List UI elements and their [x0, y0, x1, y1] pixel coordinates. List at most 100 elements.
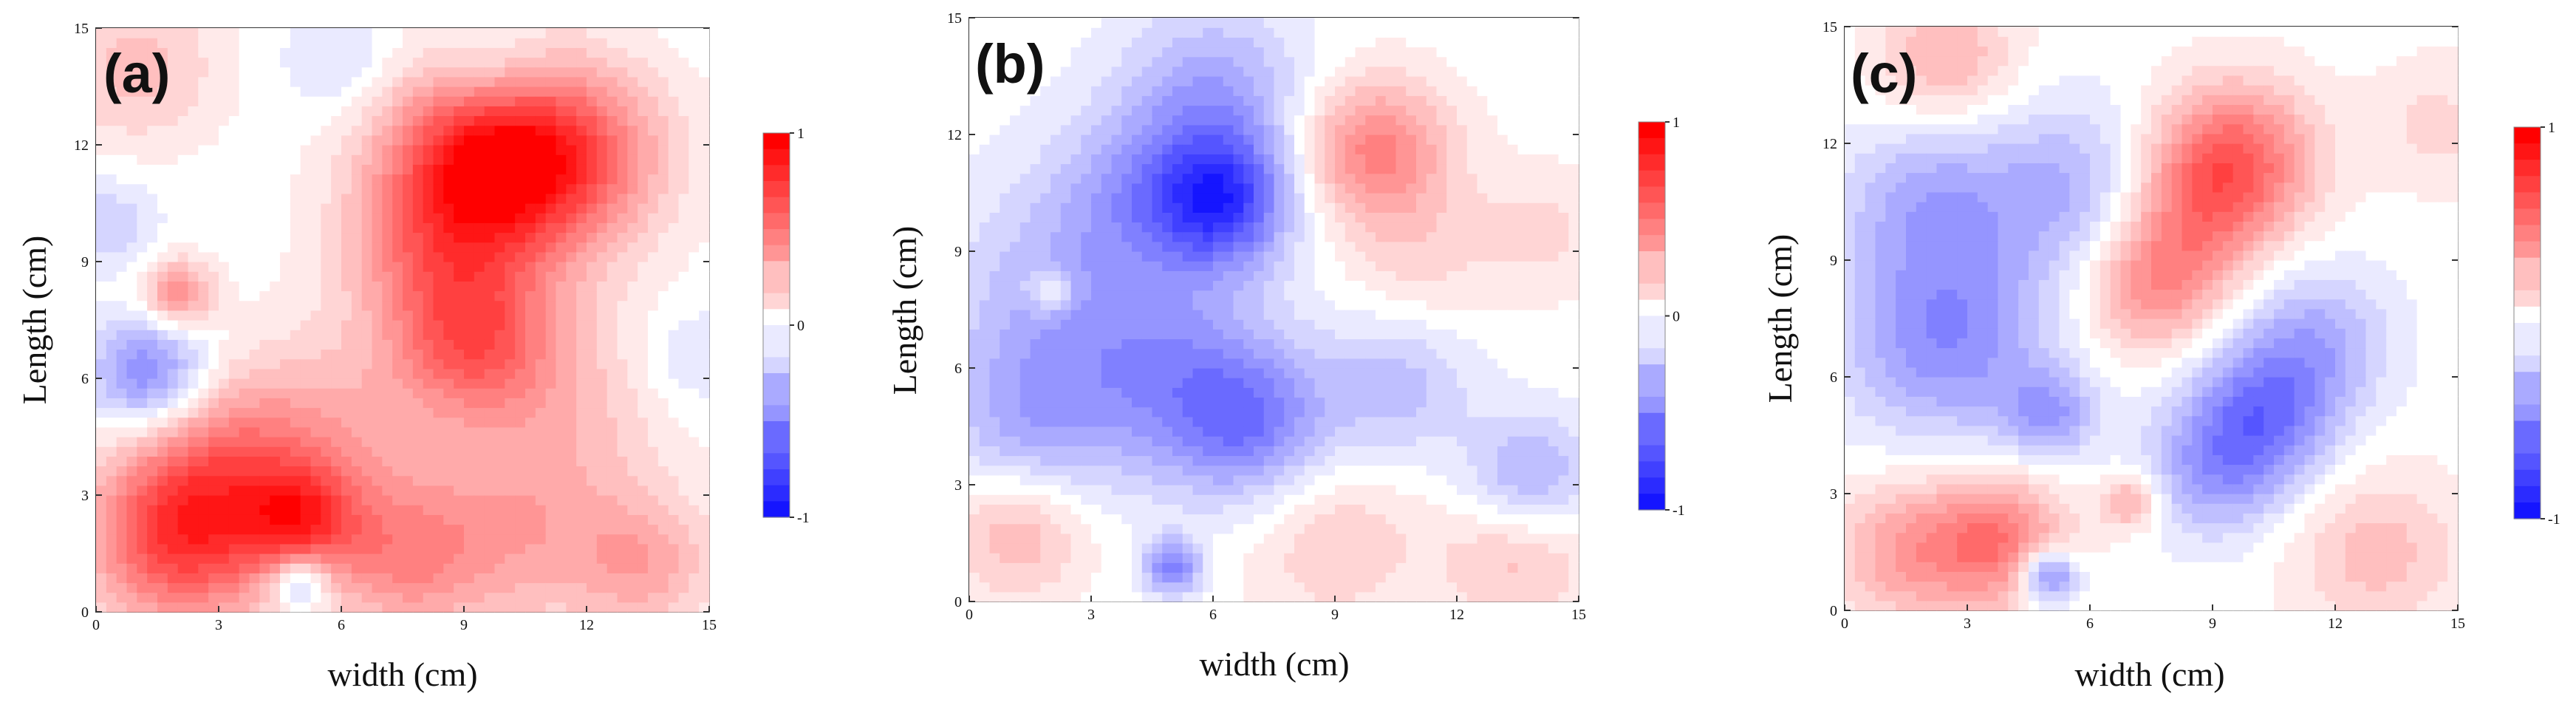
heatmap-cell [618, 194, 628, 204]
heatmap-cell [1091, 378, 1101, 388]
colorbar-band [763, 293, 790, 310]
heatmap-cell [1061, 67, 1071, 77]
heatmap-cell [454, 86, 464, 97]
heatmap-cell [96, 252, 106, 262]
heatmap-cell [208, 378, 219, 389]
heatmap-cell [382, 106, 392, 116]
heatmap-cell [1071, 349, 1082, 359]
heatmap-cell [515, 514, 525, 525]
heatmap-cell [117, 271, 127, 282]
heatmap-cell [669, 310, 679, 321]
heatmap-cell [679, 213, 689, 223]
heatmap-cell [1101, 37, 1112, 47]
heatmap-cell [1031, 349, 1041, 359]
heatmap-cell [1091, 193, 1101, 203]
heatmap-cell [1081, 582, 1091, 593]
heatmap-cell [178, 359, 188, 369]
heatmap-cell [106, 126, 117, 136]
heatmap-cell [1031, 417, 1041, 427]
heatmap-cell [290, 398, 301, 408]
heatmap-cell [566, 271, 576, 282]
heatmap-cell [290, 456, 301, 466]
heatmap-cell [699, 544, 709, 554]
heatmap-cell [382, 310, 392, 321]
heatmap-cell [362, 252, 372, 262]
heatmap-cell [495, 485, 505, 496]
heatmap-cell [157, 418, 168, 428]
heatmap-cell [990, 232, 1000, 242]
heatmap-cell [454, 534, 464, 545]
heatmap-cell [229, 456, 239, 466]
heatmap-cell [1091, 183, 1101, 194]
heatmap-cell [434, 485, 444, 496]
heatmap-cell [157, 583, 168, 593]
heatmap-cell [1031, 251, 1041, 262]
heatmap-cell [198, 593, 208, 603]
heatmap-cell [566, 135, 576, 146]
heatmap-cell [106, 242, 117, 253]
heatmap-cell [969, 592, 980, 602]
heatmap-cell [147, 233, 157, 243]
heatmap-cell [413, 553, 423, 564]
heatmap-cell [434, 28, 444, 38]
heatmap-cell [106, 271, 117, 282]
heatmap-cell [392, 164, 403, 174]
heatmap-cell [208, 339, 219, 350]
heatmap-cell [311, 174, 321, 185]
heatmap-cell [352, 154, 362, 165]
colorbar-band [763, 453, 790, 469]
heatmap-cell [106, 563, 117, 573]
heatmap-cell [485, 96, 495, 106]
heatmap-cell [1132, 212, 1142, 222]
heatmap-cell [1112, 446, 1122, 456]
heatmap-cell [990, 446, 1000, 456]
heatmap-cell [137, 525, 147, 535]
heatmap-cell [969, 524, 980, 534]
heatmap-cell [1040, 534, 1050, 544]
heatmap-cell [1183, 339, 1193, 350]
heatmap-cell [566, 38, 576, 48]
heatmap-cell [280, 583, 290, 593]
heatmap-cell [239, 437, 250, 447]
heatmap-cell [423, 408, 434, 418]
heatmap-cell [372, 514, 383, 525]
heatmap-cell [301, 310, 311, 321]
heatmap-cell [341, 563, 352, 573]
heatmap-cell [290, 583, 301, 593]
heatmap-cell [618, 213, 628, 223]
heatmap-cell [638, 145, 648, 155]
heatmap-cell [699, 106, 709, 116]
heatmap-cell [229, 233, 239, 243]
heatmap-cell [1000, 358, 1010, 369]
heatmap-cell [587, 86, 597, 97]
heatmap-cell [1132, 592, 1142, 602]
heatmap-cell [311, 330, 321, 340]
heatmap-cell [168, 350, 178, 360]
heatmap-cell [597, 96, 607, 106]
colorbar-tick-label: 0 [797, 318, 804, 334]
heatmap-cell [536, 164, 546, 174]
heatmap-cell [1040, 281, 1050, 291]
heatmap-cell [270, 505, 280, 515]
heatmap-cell [1061, 553, 1071, 563]
heatmap-cell [301, 418, 311, 428]
heatmap-cell [1040, 125, 1050, 135]
heatmap-cell [157, 427, 168, 437]
heatmap-cell [627, 339, 638, 350]
heatmap-cell [607, 525, 618, 535]
heatmap-cell [117, 369, 127, 379]
heatmap-cell [259, 271, 270, 282]
heatmap-cell [382, 96, 392, 106]
heatmap-cell [1000, 524, 1010, 534]
heatmap-cell [321, 514, 331, 525]
heatmap-cell [587, 544, 597, 554]
heatmap-cell [229, 437, 239, 447]
heatmap-cell [658, 505, 669, 515]
heatmap-cell [392, 135, 403, 146]
heatmap-cell [413, 126, 423, 136]
heatmap-cell [331, 135, 341, 146]
heatmap-cell [443, 47, 454, 58]
heatmap-cell [443, 476, 454, 486]
heatmap-cell [239, 213, 250, 223]
heatmap-cell [178, 116, 188, 126]
